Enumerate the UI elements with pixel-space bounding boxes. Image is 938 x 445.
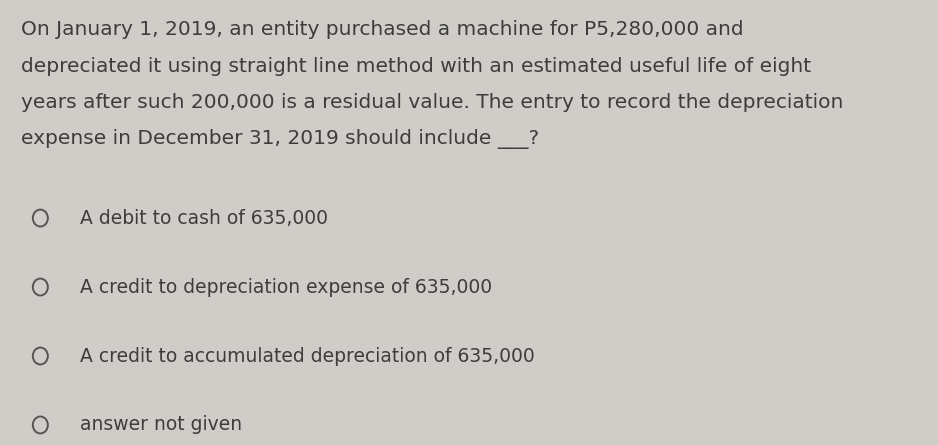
Text: A credit to accumulated depreciation of 635,000: A credit to accumulated depreciation of … bbox=[80, 347, 535, 365]
Text: A debit to cash of 635,000: A debit to cash of 635,000 bbox=[80, 209, 327, 227]
Text: years after such 200,000 is a residual value. The entry to record the depreciati: years after such 200,000 is a residual v… bbox=[21, 93, 843, 112]
Text: expense in December 31, 2019 should include ___?: expense in December 31, 2019 should incl… bbox=[21, 129, 538, 150]
Text: depreciated it using straight line method with an estimated useful life of eight: depreciated it using straight line metho… bbox=[21, 57, 810, 76]
Text: answer not given: answer not given bbox=[80, 416, 242, 434]
Text: A credit to depreciation expense of 635,000: A credit to depreciation expense of 635,… bbox=[80, 278, 492, 296]
Text: On January 1, 2019, an entity purchased a machine for P5,280,000 and: On January 1, 2019, an entity purchased … bbox=[21, 20, 743, 39]
